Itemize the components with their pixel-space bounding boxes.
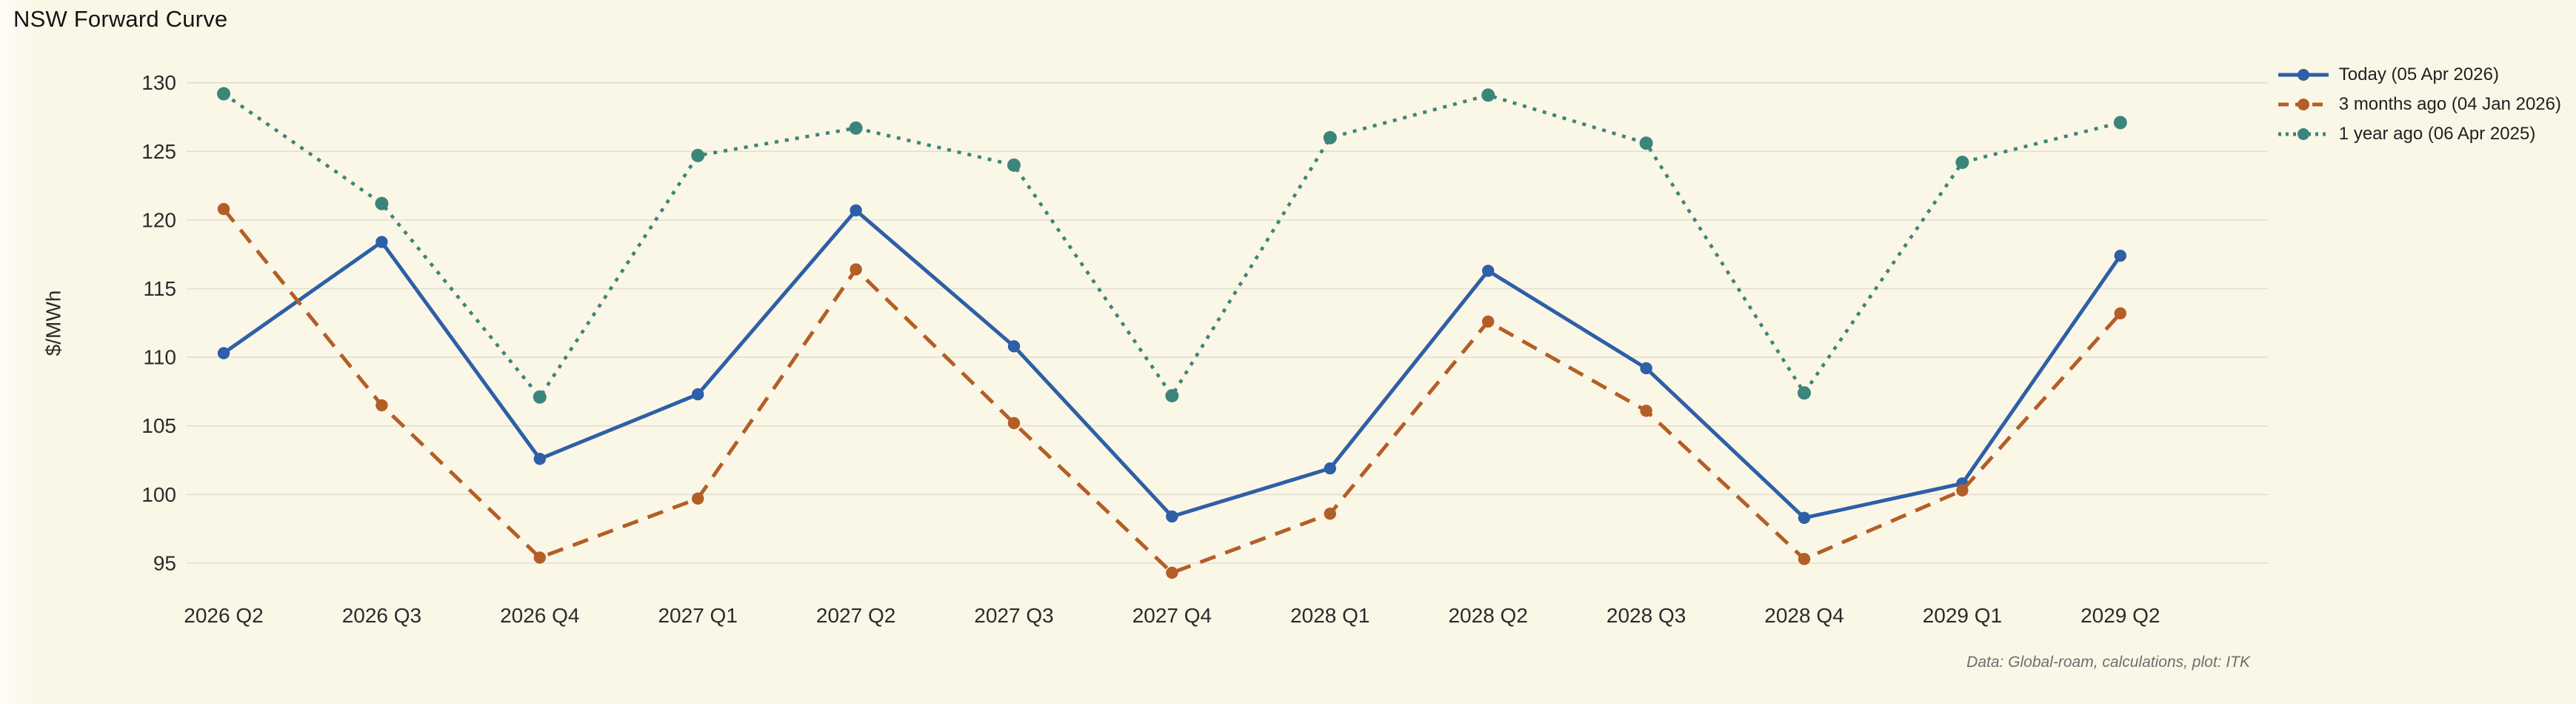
y-tick-label: 125 — [141, 140, 176, 163]
series-point — [1324, 508, 1337, 520]
series-point — [1798, 553, 1811, 565]
series-point — [1639, 136, 1653, 150]
series-point — [376, 236, 388, 248]
legend-item-3-months-ago: 3 months ago (04 Jan 2026) — [2277, 94, 2561, 114]
series-point — [691, 148, 705, 162]
series-point — [1165, 388, 1179, 402]
series-point — [1798, 511, 1811, 524]
series-point — [375, 196, 389, 210]
series-point — [1640, 405, 1652, 417]
legend-line-sample-3mo — [2278, 99, 2329, 110]
x-tick-label: 2028 Q2 — [1448, 604, 1527, 627]
x-tick-label: 2028 Q1 — [1290, 604, 1369, 627]
x-tick-label: 2029 Q1 — [1923, 604, 2002, 627]
series-point — [1007, 340, 1021, 353]
series-point — [1956, 484, 1969, 497]
series-point — [217, 87, 230, 101]
series-point — [1481, 88, 1495, 102]
y-tick-label: 100 — [141, 483, 176, 506]
x-tick-label: 2028 Q3 — [1606, 604, 1686, 627]
x-tick-label: 2027 Q3 — [974, 604, 1053, 627]
x-tick-label: 2029 Q2 — [2081, 604, 2160, 627]
y-tick-label: 95 — [153, 551, 176, 574]
y-tick-label: 110 — [143, 346, 176, 369]
series-point — [1482, 265, 1495, 277]
series-point — [217, 202, 230, 216]
series-point — [1323, 130, 1337, 145]
series-point — [533, 452, 546, 465]
legend-label-1-year-ago: 1 year ago (06 Apr 2025) — [2338, 124, 2536, 144]
x-tick-label: 2028 Q4 — [1764, 604, 1843, 627]
x-tick-label: 2026 Q4 — [500, 604, 579, 627]
x-tick-label: 2027 Q1 — [658, 604, 737, 627]
series-point — [376, 399, 388, 412]
chart-legend: Today (05 Apr 2026) 3 months ago (04 Jan… — [2277, 64, 2561, 144]
series-point — [1007, 158, 1021, 172]
x-tick-label: 2026 Q3 — [342, 604, 421, 627]
series-point — [1324, 462, 1337, 475]
legend-item-today: Today (05 Apr 2026) — [2277, 64, 2561, 84]
series-point — [1166, 566, 1178, 580]
series-point — [1482, 315, 1495, 328]
y-tick-label: 105 — [141, 414, 176, 437]
y-tick-label: 115 — [143, 277, 176, 300]
x-tick-label: 2026 Q2 — [184, 604, 263, 627]
series-point — [2113, 116, 2127, 130]
series-point — [850, 263, 862, 276]
series-point — [533, 390, 547, 404]
series-point — [2114, 249, 2126, 262]
series-line-2 — [222, 92, 2121, 400]
chart-title: NSW Forward Curve — [13, 6, 228, 32]
series-point — [849, 121, 863, 135]
series-point — [1955, 156, 1969, 170]
y-tick-label: 120 — [141, 208, 176, 231]
series-point — [2114, 307, 2126, 320]
series-point — [692, 492, 704, 505]
y-axis-label: $/MWh — [42, 290, 65, 356]
series-point — [217, 347, 230, 359]
series-line-0 — [222, 207, 2122, 520]
legend-item-1-year-ago: 1 year ago (06 Apr 2025) — [2277, 124, 2561, 144]
source-caption: Data: Global-roam, calculations, plot: I… — [1966, 654, 2250, 671]
legend-line-sample-today — [2278, 69, 2329, 81]
series-point — [850, 204, 862, 217]
legend-label-today: Today (05 Apr 2026) — [2338, 64, 2499, 84]
legend-line-sample-1yr — [2278, 128, 2329, 140]
legend-label-3-months-ago: 3 months ago (04 Jan 2026) — [2338, 94, 2561, 114]
series-point — [1007, 416, 1021, 430]
x-tick-label: 2027 Q4 — [1132, 604, 1212, 627]
series-point — [1640, 362, 1652, 375]
series-point — [533, 551, 546, 564]
series-point — [1798, 386, 1811, 400]
series-point — [1166, 510, 1178, 523]
x-tick-label: 2027 Q2 — [816, 604, 895, 627]
y-tick-label: 130 — [141, 71, 176, 94]
series-point — [692, 388, 704, 401]
